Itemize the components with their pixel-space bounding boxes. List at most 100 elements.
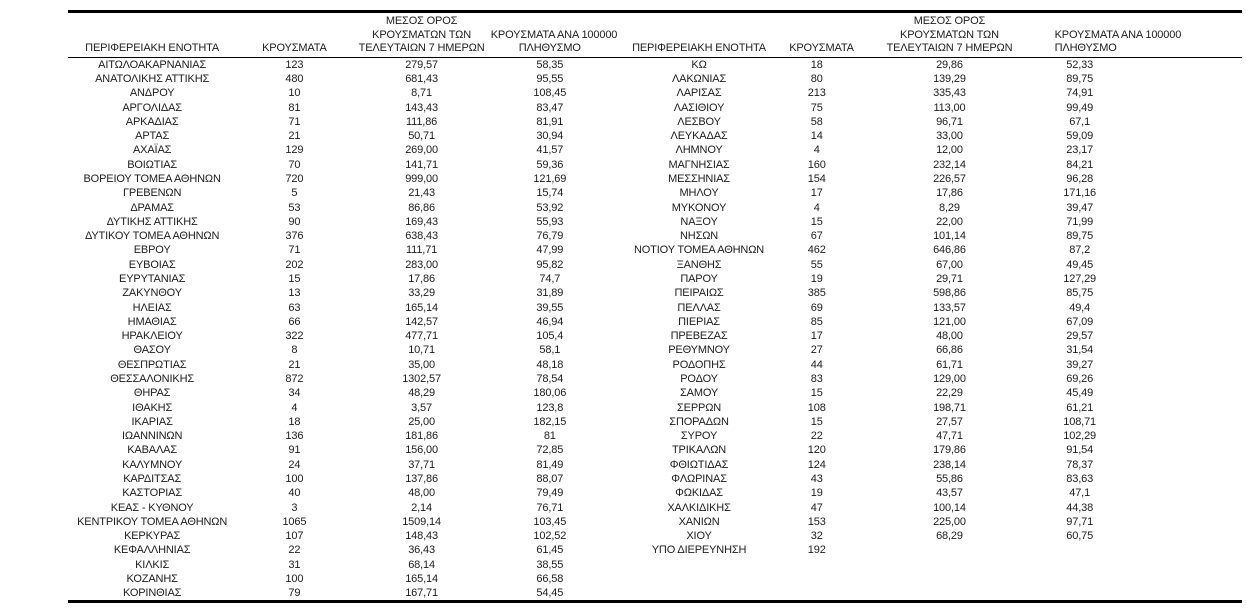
region-name-cell: ΡΟΔΟΠΗΣ	[672, 358, 726, 371]
region-name-cell: ΡΕΘΥΜΝΟΥ	[668, 344, 730, 357]
avg7-cell: 29,71	[936, 273, 963, 285]
region-name-cell: ΗΛΕΙΑΣ	[132, 301, 172, 314]
table-row: ΚΑΛΥΜΝΟΥ 24 37,71 81,49 ΦΘΙΩΤΙΔΑΣ 124 238,14 78…	[68, 458, 1242, 472]
per100k-cell: 29,57	[1066, 330, 1094, 343]
region-name-cell: ΛΑΚΩΝΙΑΣ	[671, 73, 727, 86]
per100k-cell: 58,1	[539, 344, 561, 357]
avg7-cell	[844, 572, 1054, 586]
per100k-cell: 53,92	[536, 201, 564, 214]
per100k-cell: 47,99	[536, 244, 564, 257]
cases-cell: 4	[291, 401, 298, 414]
header-line: ΚΡΟΥΣΜΑΤΑ ΑΝΑ 100000	[1054, 28, 1182, 41]
per100k-cell	[1055, 572, 1105, 586]
cases-cell: 462	[807, 244, 826, 257]
avg7-cell: 29,86	[936, 58, 963, 71]
header-line: ΜΕΣΟΣ ΟΡΟΣ	[913, 15, 986, 27]
region-name-cell: ΕΒΡΟΥ	[133, 244, 171, 257]
avg7-cell: 169,43	[405, 215, 438, 228]
cases-cell: 4	[813, 201, 820, 214]
per100k-cell: 39,47	[1066, 201, 1094, 214]
table-row: ΘΕΣΣΑΛΟΝΙΚΗΣ 872 1302,57 78,54 ΡΟΔΟΥ 83 129,00…	[68, 372, 1242, 386]
cases-cell: 108	[807, 401, 826, 414]
cases-cell: 63	[288, 301, 301, 314]
table-row: ΚΟΖΑΝΗΣ 100 165,14 66,58	[68, 572, 1242, 586]
col-header-avg7-right: ΜΕΣΟΣ ΟΡΟΣ ΚΡΟΥΣΜΑΤΩΝ ΤΩΝ ΤΕΛΕΥΤΑΙΩΝ 7 Η…	[844, 11, 1055, 58]
avg7-cell: 113,00	[933, 101, 966, 114]
region-name-cell: ΤΡΙΚΑΛΩΝ	[671, 444, 727, 457]
per100k-cell: 69,26	[1066, 372, 1094, 385]
cases-cell: 71	[288, 115, 301, 128]
per100k-cell: 23,17	[1066, 144, 1094, 157]
avg7-cell: 156,00	[405, 444, 438, 457]
region-name-cell: ΙΚΑΡΙΑΣ	[131, 415, 173, 428]
per100k-cell: 76,79	[536, 230, 564, 243]
cases-cell: 385	[807, 287, 826, 300]
header-line: ΠΛΗΘΥΣΜΟ	[1054, 42, 1117, 55]
avg7-cell: 279,57	[405, 58, 438, 71]
cases-cell: 160	[807, 158, 826, 171]
filler-cell	[1105, 258, 1242, 272]
avg7-cell: 8,29	[939, 201, 960, 214]
cases-cell: 34	[288, 387, 301, 400]
avg7-cell: 148,43	[405, 530, 438, 543]
per100k-cell: 103,45	[533, 515, 567, 528]
avg7-cell: 269,00	[405, 144, 438, 157]
per100k-cell: 108,45	[533, 87, 567, 100]
per100k-cell: 59,36	[536, 158, 564, 171]
region-name-cell: ΑΙΤΩΛΟΑΚΑΡΝΑΝΙΑΣ	[98, 58, 207, 71]
region-name-cell: ΘΕΣΠΡΩΤΙΑΣ	[117, 358, 187, 371]
per100k-cell: 67,1	[1069, 115, 1091, 128]
cases-cell: 153	[807, 515, 826, 528]
region-name-cell: ΚΑΛΥΜΝΟΥ	[122, 458, 183, 471]
filler-cell	[1105, 72, 1242, 86]
filler-cell	[1105, 215, 1242, 229]
per100k-cell: 71,99	[1066, 215, 1094, 228]
table-row: ΕΥΡΥΤΑΝΙΑΣ 15 17,86 74,7 ΠΑΡΟΥ 19 29,71 127,29	[68, 272, 1242, 286]
avg7-cell: 27,57	[936, 415, 963, 428]
table-row: ΚΑΒΑΛΑΣ 91 156,00 72,85 ΤΡΙΚΑΛΩΝ 120 179,86 91,…	[68, 443, 1242, 457]
avg7-cell: 129,00	[933, 372, 966, 385]
region-name-cell: ΚΟΖΑΝΗΣ	[126, 572, 178, 585]
filler-cell	[1105, 386, 1242, 400]
filler-cell	[1105, 343, 1242, 357]
avg7-cell: 50,71	[408, 130, 435, 143]
table-row: ΚΙΛΚΙΣ 31 68,14 38,55	[68, 558, 1242, 572]
cases-cell: 124	[807, 458, 826, 471]
table-row: ΔΡΑΜΑΣ 53 86,86 53,92 ΜΥΚΟΝΟΥ 4 8,29 39,47	[68, 201, 1242, 215]
cases-cell: 14	[810, 130, 823, 143]
avg7-cell: 2,14	[411, 501, 432, 514]
table-row: ΘΑΣΟΥ 8 10,71 58,1 ΡΕΘΥΜΝΟΥ 27 66,86 31,54	[68, 343, 1242, 357]
table-row: ΙΩΑΝΝΙΝΩΝ 136 181,86 81 ΣΥΡΟΥ 22 47,71 102,29	[68, 429, 1242, 443]
avg7-cell: 17,86	[408, 273, 435, 285]
per100k-cell: 84,21	[1066, 158, 1094, 171]
per100k-cell: 79,49	[536, 487, 564, 500]
region-name-cell: ΧΑΝΙΩΝ	[678, 515, 720, 528]
avg7-cell: 86,86	[408, 201, 435, 214]
filler-cell	[1105, 101, 1242, 115]
cases-cell: 19	[810, 273, 823, 285]
cases-cell: 24	[288, 458, 301, 471]
region-name-cell: ΒΟΙΩΤΙΑΣ	[127, 158, 178, 171]
filler-cell	[1105, 229, 1242, 243]
region-name-cell: ΔΥΤΙΚΗΣ ΑΤΤΙΚΗΣ	[106, 215, 198, 228]
cases-cell: 1065	[282, 515, 307, 528]
avg7-cell: 598,86	[933, 287, 966, 300]
per100k-cell: 31,54	[1066, 344, 1094, 357]
cases-cell: 480	[285, 73, 304, 86]
avg7-cell: 17,86	[936, 187, 963, 200]
per100k-cell: 105,4	[536, 330, 564, 343]
avg7-cell: 8,71	[411, 87, 432, 100]
table-row: ΙΘΑΚΗΣ 4 3,57 123,8 ΣΕΡΡΩΝ 108 198,71 61,21	[68, 401, 1242, 415]
cases-cell: 3	[291, 501, 298, 514]
region-name-cell: ΣΑΜΟΥ	[679, 387, 719, 400]
per100k-cell: 89,75	[1066, 73, 1094, 86]
filler-cell	[1105, 586, 1242, 602]
region-name-cell: ΜΑΓΝΗΣΙΑΣ	[668, 158, 730, 171]
per100k-cell: 58,35	[536, 58, 564, 71]
avg7-cell: 33,00	[936, 130, 963, 143]
cases-cell: 15	[810, 215, 823, 228]
cases-cell: 27	[810, 344, 823, 357]
cases-cell: 58	[810, 115, 823, 128]
filler-cell	[1105, 443, 1242, 457]
avg7-cell: 165,14	[405, 301, 438, 314]
